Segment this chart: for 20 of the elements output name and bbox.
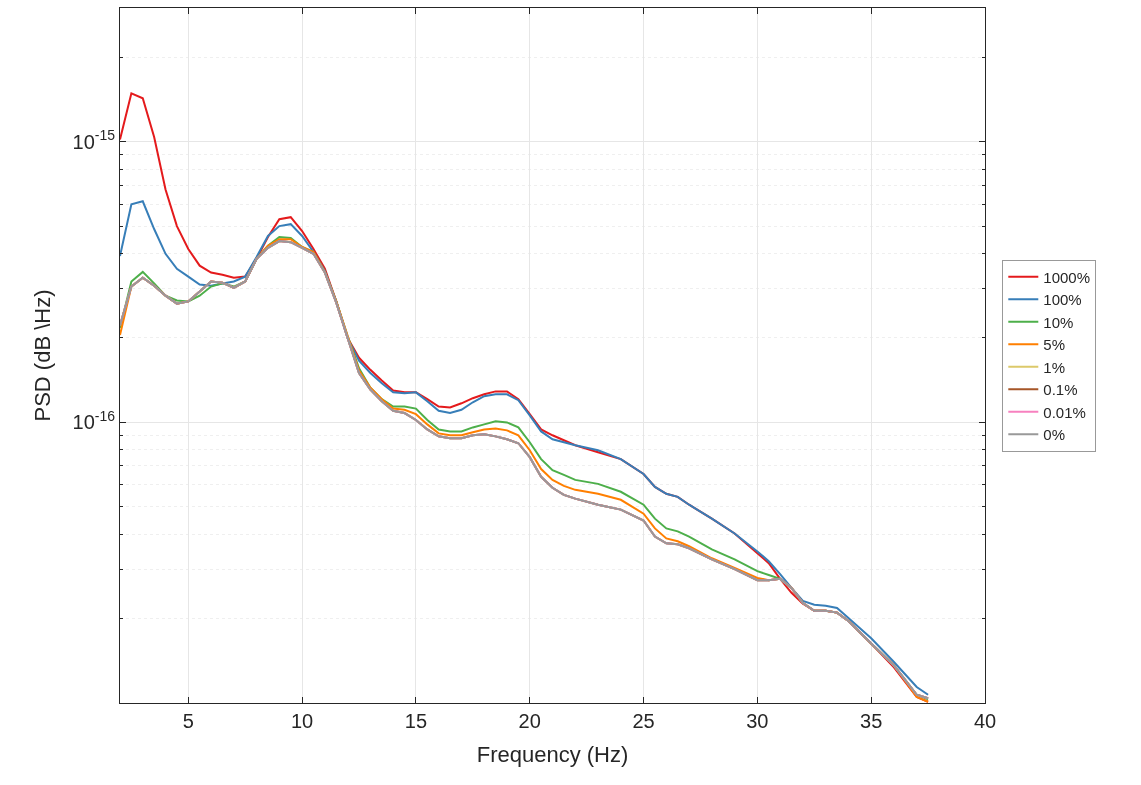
x-tick-label: 25 [632, 710, 655, 732]
x-axis-title: Frequency (Hz) [476, 741, 629, 767]
x-tick-label: 5 [182, 710, 194, 732]
legend-label: 1000% [1043, 268, 1091, 286]
legend-label: 10% [1043, 313, 1074, 331]
x-tick-label: 20 [518, 710, 541, 732]
legend-label: 5% [1043, 336, 1065, 354]
legend-label: 0.1% [1043, 381, 1078, 399]
x-tick-label: 10 [290, 710, 314, 732]
x-tick-label: 40 [973, 710, 997, 732]
legend-label: 1% [1043, 358, 1065, 376]
y-tick-label: 10$^{-16}$ [72, 408, 116, 434]
legend-label: 0% [1043, 426, 1065, 444]
x-tick-label: 15 [404, 710, 428, 732]
legend-label: 0.01% [1043, 403, 1086, 421]
y-axis-title: PSD (dB \Hz) [30, 289, 56, 422]
y-tick-label: 10$^{-15}$ [72, 127, 116, 153]
x-tick-label: 30 [746, 710, 769, 732]
x-tick-label: 35 [860, 710, 883, 732]
legend-label: 100% [1043, 291, 1082, 309]
